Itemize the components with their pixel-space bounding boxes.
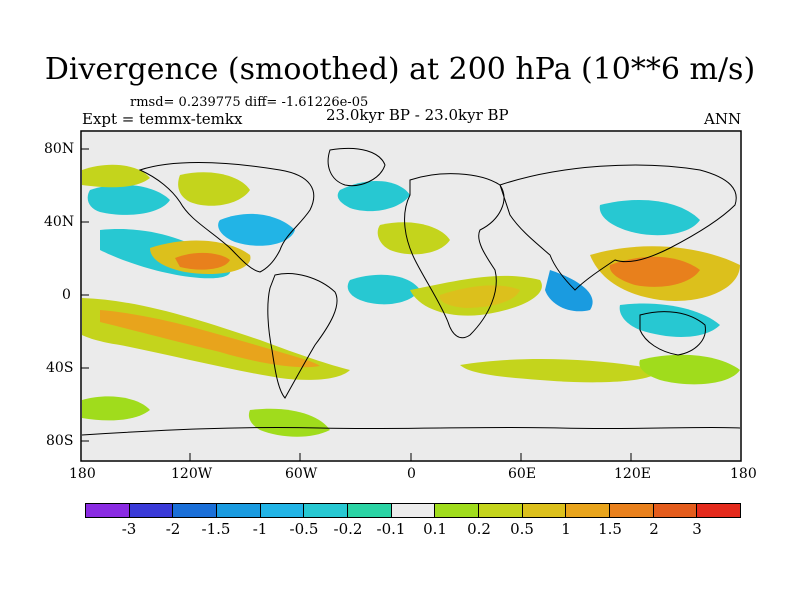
colorbar-swatch (304, 504, 349, 517)
colorbar-label: 2 (649, 520, 659, 538)
colorbar-label: 1.5 (598, 520, 622, 538)
colorbar-swatch (260, 504, 305, 517)
lat-label-80s: 80S (46, 433, 74, 449)
atlantic-negative (337, 180, 410, 212)
colorbar-swatch (697, 504, 741, 517)
colorbar-swatch (653, 504, 698, 517)
divergence-map (80, 130, 742, 462)
colorbar-swatch (173, 504, 218, 517)
colorbar (85, 503, 741, 518)
colorbar-label: 0.5 (510, 520, 534, 538)
lon-label-60w: 60W (285, 466, 318, 482)
maritime-core (609, 256, 700, 287)
colorbar-label: 3 (692, 520, 702, 538)
atlantic-positive (377, 222, 450, 255)
north-pacific-positive (178, 172, 250, 206)
lat-label-0: 0 (62, 287, 71, 303)
colorbar-swatch (86, 504, 130, 517)
antarctica-coast (81, 426, 741, 436)
lon-label-60e: 60E (508, 466, 537, 482)
map-ticks (81, 148, 632, 461)
colorbar-swatch (217, 504, 261, 517)
north-america-coast (138, 162, 315, 273)
lon-label-0: 0 (407, 466, 416, 482)
colorbar-swatch (479, 504, 523, 517)
lat-label-40s: 40S (46, 360, 74, 376)
south-atlantic-negative (347, 274, 420, 305)
colorbar-swatch (522, 504, 567, 517)
period-label: 23.0kyr BP - 23.0kyr BP (326, 106, 509, 124)
central-pacific-core (175, 252, 230, 270)
australia-negative (619, 303, 720, 337)
south-america-coast (267, 273, 338, 399)
colorbar-label: -1.5 (201, 520, 231, 538)
africa-positive-core (439, 285, 520, 308)
colorbar-label: -0.1 (376, 520, 406, 538)
south-pacific-patch (82, 396, 150, 421)
colorbar-swatch (391, 504, 436, 517)
colorbar-label: -3 (121, 520, 137, 538)
india-negative (545, 270, 593, 312)
south-pacific-positive (639, 354, 740, 385)
experiment-label: Expt = temmx-temkx (82, 110, 243, 128)
map-title: Divergence (smoothed) at 200 hPa (10**6 … (44, 52, 756, 87)
us-negative (218, 213, 295, 246)
asia-coast (499, 164, 737, 291)
greenland-coast (327, 147, 386, 187)
southern-band (460, 358, 660, 383)
lat-label-40n: 40N (44, 214, 75, 230)
colorbar-label: -1 (252, 520, 268, 538)
lon-label-120e: 120E (614, 466, 651, 482)
north-pacific-negative (87, 184, 170, 215)
lon-label-180w: 180 (69, 466, 96, 482)
colorbar-swatch (566, 504, 611, 517)
divergence-field (82, 164, 740, 437)
season-label: ANN (704, 110, 742, 128)
east-asia-negative (599, 200, 700, 236)
colorbar-label: -0.5 (289, 520, 319, 538)
colorbar-swatch (348, 504, 392, 517)
australia-coast (639, 311, 706, 356)
colorbar-label: -0.2 (333, 520, 363, 538)
pacific-south-core (100, 310, 320, 368)
colorbar-label: 0.1 (423, 520, 447, 538)
coastlines (81, 147, 741, 436)
stats-text: rmsd= 0.239775 diff= -1.61226e-05 (130, 95, 369, 110)
colorbar-swatch (129, 504, 174, 517)
colorbar-label: -2 (165, 520, 181, 538)
antarctic-positive (248, 408, 330, 437)
colorbar-swatch (435, 504, 480, 517)
colorbar-swatch (610, 504, 654, 517)
colorbar-label: 1 (561, 520, 571, 538)
lon-label-120w: 120W (171, 466, 213, 482)
western-pacific-positive (82, 164, 150, 188)
lat-label-80n: 80N (44, 141, 75, 157)
lon-label-180e: 180 (730, 466, 757, 482)
colorbar-label: 0.2 (467, 520, 491, 538)
